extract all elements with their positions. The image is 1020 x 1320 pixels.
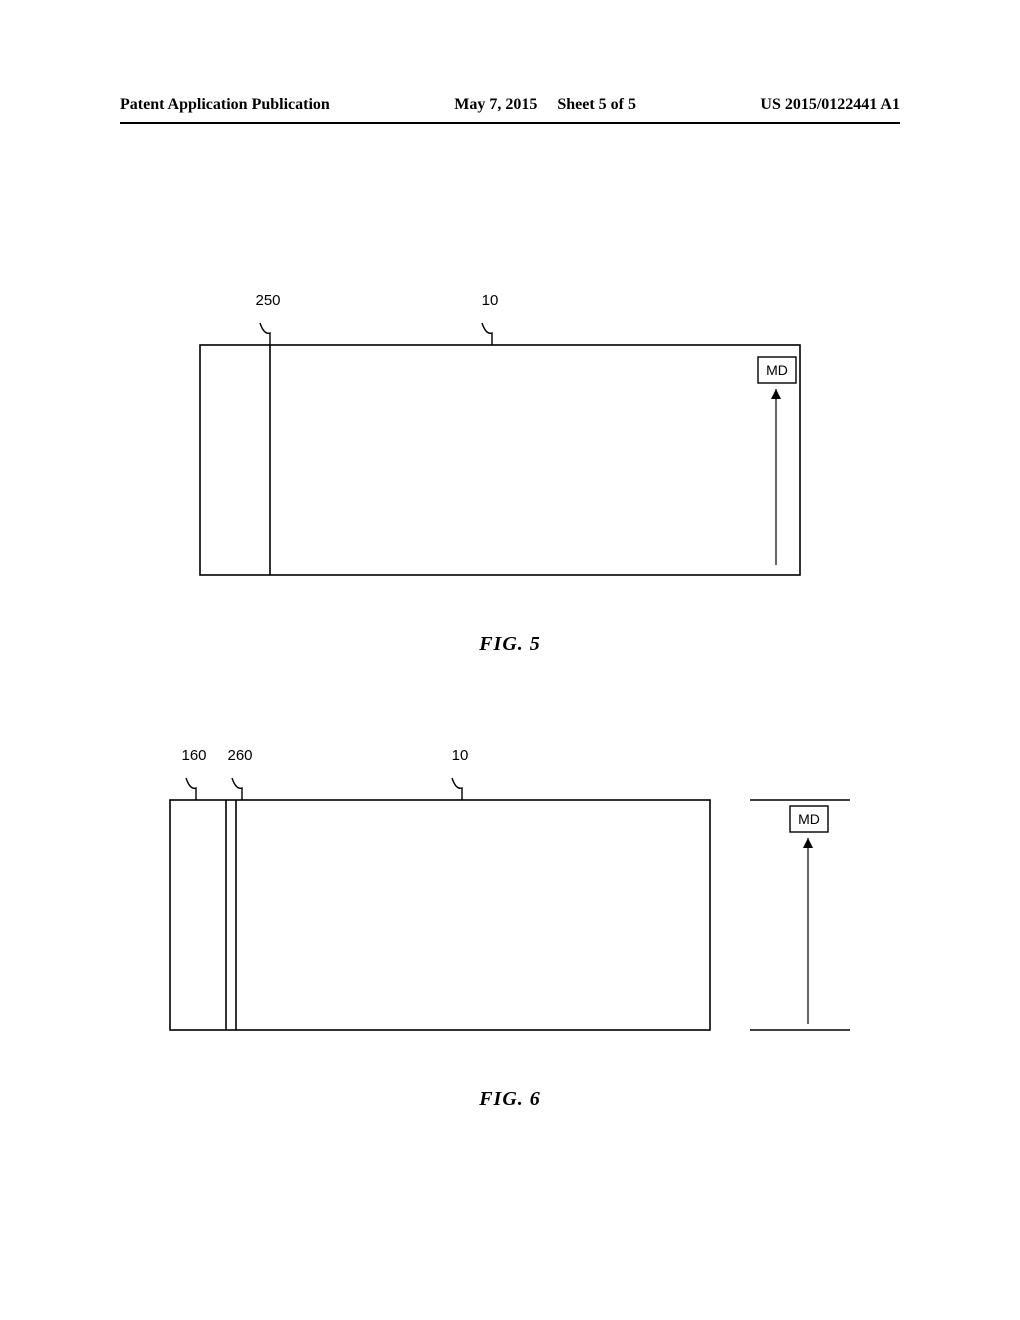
figure-5-svg: 250 10 MD <box>180 285 840 615</box>
figure-6-caption: FIG. 6 <box>0 1088 1020 1111</box>
svg-text:10: 10 <box>482 292 499 309</box>
header-right: US 2015/0122441 A1 <box>760 96 900 114</box>
svg-text:160: 160 <box>181 747 206 764</box>
svg-text:MD: MD <box>766 362 788 378</box>
svg-text:250: 250 <box>255 292 280 309</box>
figure-5-caption: FIG. 5 <box>0 633 1020 656</box>
figure-6-area: 160 260 10 MD FIG. 6 <box>0 740 1020 1111</box>
header-sheet: Sheet 5 of 5 <box>557 96 636 113</box>
figure-5-area: 250 10 MD FIG. 5 <box>0 285 1020 656</box>
svg-text:10: 10 <box>452 747 469 764</box>
header-left: Patent Application Publication <box>120 96 330 114</box>
svg-text:260: 260 <box>227 747 252 764</box>
svg-text:MD: MD <box>798 811 820 827</box>
figure-6-svg: 160 260 10 MD <box>150 740 870 1070</box>
page-header: Patent Application Publication May 7, 20… <box>120 96 900 114</box>
header-date: May 7, 2015 <box>454 96 537 113</box>
header-rule <box>120 122 900 124</box>
header-center: May 7, 2015 Sheet 5 of 5 <box>454 96 636 114</box>
